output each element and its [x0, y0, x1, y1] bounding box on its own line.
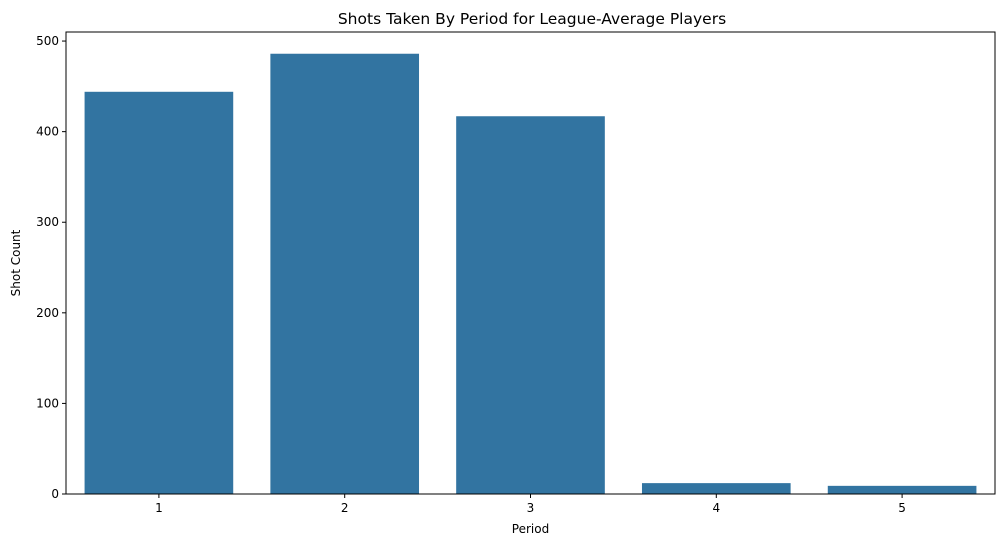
plot-frame	[65, 31, 996, 495]
bar-period-2	[270, 53, 420, 494]
x-axis-label: Period	[512, 522, 549, 536]
y-axis-ticks: 0 100 200 300 400 500	[36, 34, 66, 501]
y-tick-label: 300	[36, 215, 59, 229]
x-tick-label: 5	[898, 501, 906, 515]
y-tick-label: 500	[36, 34, 59, 48]
chart-title: Shots Taken By Period for League-Average…	[338, 10, 726, 28]
x-axis-ticks: 1 2 3 4 5	[155, 494, 906, 515]
x-tick-label: 2	[341, 501, 349, 515]
y-tick-label: 400	[36, 125, 59, 139]
y-tick-label: 200	[36, 306, 59, 320]
bar-period-3	[456, 116, 605, 494]
bar-period-1	[84, 91, 234, 494]
bar-period-4	[641, 483, 791, 494]
bars-group	[84, 53, 977, 494]
y-axis-label: Shot Count	[9, 229, 23, 296]
x-tick-label: 4	[712, 501, 720, 515]
bar-period-5	[827, 485, 977, 494]
y-tick-label: 0	[51, 487, 59, 501]
y-tick-label: 100	[36, 396, 59, 410]
x-tick-label: 3	[527, 501, 535, 515]
x-tick-label: 1	[155, 501, 163, 515]
